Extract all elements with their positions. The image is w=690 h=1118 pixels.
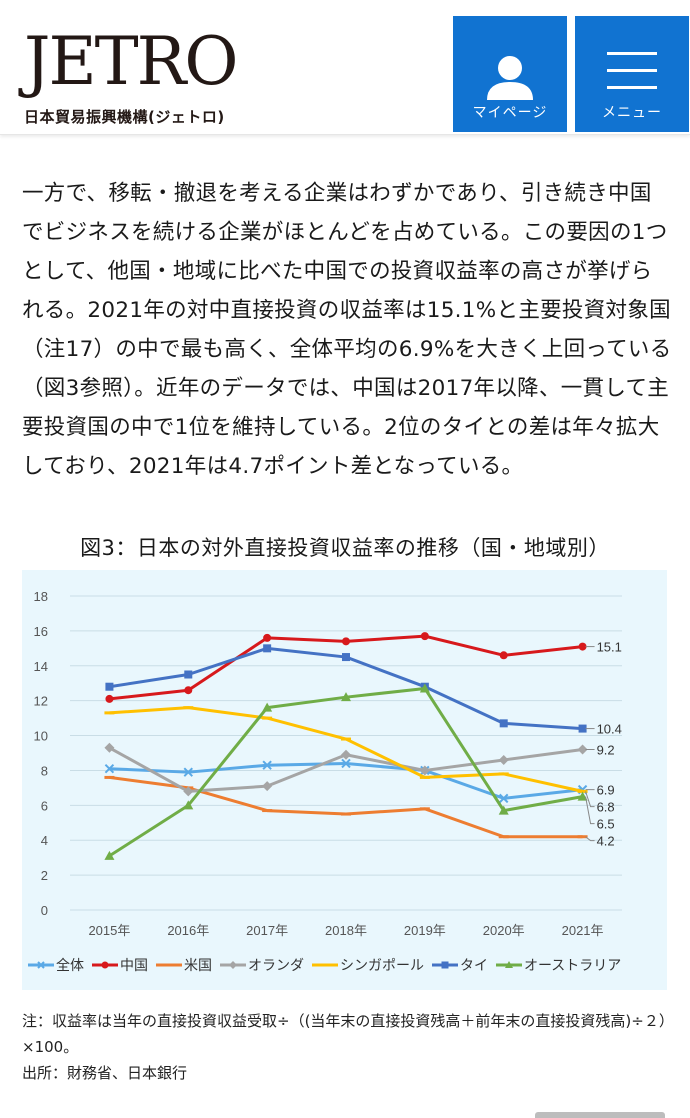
data-point: [104, 763, 115, 774]
x-tick-label: 2021年: [562, 923, 604, 938]
end-value-label: 6.8: [597, 800, 615, 815]
mypage-button[interactable]: マイページ: [453, 16, 567, 132]
menu-button[interactable]: メニュー: [575, 16, 689, 132]
end-label-leader: [585, 836, 595, 842]
data-point: [577, 791, 588, 801]
x-tick-label: 2015年: [88, 923, 130, 938]
data-point: [342, 653, 350, 662]
menu-label: メニュー: [602, 105, 662, 121]
legend-marker: [101, 961, 109, 969]
end-label-leader: [585, 796, 595, 825]
data-point: [499, 793, 509, 804]
data-point: [499, 651, 508, 660]
x-tick-label: 2017年: [246, 923, 288, 938]
legend-label: オランダ: [248, 957, 304, 973]
series-line: [109, 634, 583, 701]
data-point: [262, 781, 273, 792]
data-point: [262, 760, 272, 770]
data-point: [104, 850, 115, 860]
y-tick-label: 16: [34, 624, 48, 639]
legend-label: シンガポール: [340, 957, 424, 973]
end-value-label: 4.2: [597, 834, 615, 849]
data-point: [420, 632, 429, 641]
figure-title: 図3：日本の対外直接投資収益率の推移（国・地域別）: [80, 536, 610, 560]
legend-label: 中国: [120, 957, 148, 973]
y-tick-label: 12: [34, 694, 48, 709]
end-value-label: 6.9: [597, 783, 615, 798]
legend-marker: [505, 961, 513, 968]
user-icon: [487, 56, 533, 100]
data-point: [183, 767, 193, 777]
data-point: [499, 719, 508, 728]
series-line: [109, 706, 583, 793]
y-tick-label: 10: [34, 729, 48, 744]
end-value-label: 10.4: [597, 722, 622, 737]
x-tick-label: 2019年: [404, 923, 446, 938]
data-point: [498, 754, 509, 765]
data-point: [184, 686, 193, 695]
data-point: [577, 744, 588, 755]
data-point: [578, 724, 587, 733]
legend-label: 米国: [184, 957, 212, 973]
data-point: [183, 800, 194, 810]
data-point: [104, 742, 115, 753]
end-label-leader: [585, 791, 595, 808]
jetro-logo[interactable]: JETRO: [24, 23, 238, 100]
data-point: [341, 749, 351, 760]
legend-label: タイ: [460, 957, 488, 973]
mypage-label: マイページ: [472, 105, 548, 121]
hamburger-icon: [607, 52, 657, 89]
data-point: [578, 642, 587, 651]
chart-panel: 0 2 4 6 8 10 12 14 16 18 2015年 2016年 2017年 2018年 2019年…: [22, 570, 667, 990]
x-tick-label: 2018年: [325, 923, 367, 938]
data-point: [183, 786, 194, 797]
logo-subtitle: 日本貿易振興機構(ジェトロ): [24, 108, 225, 126]
end-value-label: 9.2: [597, 743, 615, 758]
site-header: JETRO 日本貿易振興機構(ジェトロ) マイページ メニュー: [0, 0, 690, 135]
article-paragraph: 一方で、移転・撤退を考える企業はわずかであり、引き続き中国でビジネスを続ける企業…: [22, 181, 672, 479]
series-line: [109, 761, 583, 800]
data-point: [262, 702, 273, 712]
scroll-indicator[interactable]: [535, 1112, 665, 1118]
y-tick-label: 18: [34, 589, 48, 604]
data-point: [341, 692, 351, 702]
x-tick-label: 2016年: [167, 923, 209, 938]
data-point: [105, 682, 114, 691]
end-value-label: 6.5: [597, 817, 615, 832]
line-chart: 0 2 4 6 8 10 12 14 16 18 2015年 2016年 2017年 2018年 2019年…: [28, 589, 622, 973]
data-point: [184, 670, 193, 679]
y-tick-label: 0: [41, 903, 48, 918]
legend-label: 全体: [56, 957, 84, 973]
figure-notes: 注：収益率は当年の直接投資収益受取÷（(当年末の直接投資残高＋前年末の直接投資残…: [22, 1008, 672, 1086]
legend-marker: [441, 961, 449, 969]
data-point: [419, 683, 430, 693]
data-point: [341, 758, 351, 769]
end-value-label: 15.1: [597, 640, 622, 655]
legend-marker: [229, 961, 237, 969]
data-point: [419, 765, 430, 776]
y-tick-label: 8: [41, 763, 48, 778]
figure-note: 注：収益率は当年の直接投資収益受取÷（(当年末の直接投資残高＋前年末の直接投資残…: [22, 1012, 667, 1056]
y-tick-label: 6: [41, 798, 48, 813]
y-tick-label: 4: [41, 833, 48, 848]
y-tick-label: 2: [41, 868, 48, 883]
figure-source: 出所：財務省、日本銀行: [22, 1064, 188, 1082]
data-point: [263, 633, 272, 642]
legend-label: オーストラリア: [524, 957, 621, 973]
data-point: [105, 694, 114, 703]
data-point: [342, 637, 350, 646]
data-point: [498, 805, 509, 815]
data-point: [263, 644, 272, 653]
legend-marker: [37, 961, 45, 969]
x-tick-label: 2020年: [483, 923, 525, 938]
y-tick-label: 14: [34, 659, 48, 674]
